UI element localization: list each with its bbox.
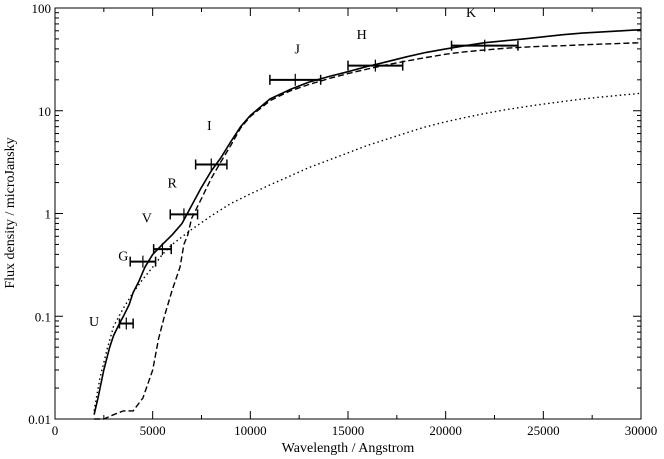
band-label-J: J	[294, 43, 300, 58]
y-tick-label: 1	[45, 207, 52, 222]
photometry-point-V	[152, 243, 172, 256]
band-labels: U G V R I J H K	[89, 6, 476, 330]
series-dotted-line	[93, 92, 642, 412]
series-solid-line	[93, 28, 642, 415]
photometry-point-G	[129, 255, 157, 268]
series-layer	[93, 28, 642, 420]
x-tick-label: 20000	[429, 423, 462, 438]
y-tick-label: 0.1	[35, 309, 51, 324]
photometry-point-R	[169, 208, 199, 221]
photometry-point-K	[450, 39, 519, 52]
photometry-point-J	[269, 73, 322, 86]
y-tick-label: 10	[38, 104, 51, 119]
y-axis-title: Flux density / microJansky	[3, 137, 18, 288]
x-tick-label: 15000	[332, 423, 365, 438]
band-label-V: V	[142, 211, 152, 226]
band-label-R: R	[168, 176, 178, 191]
y-tick-label: 0.01	[28, 412, 51, 427]
series-dashed-line	[94, 42, 642, 420]
error-bars	[118, 39, 519, 330]
band-label-G: G	[118, 249, 128, 264]
band-label-H: H	[357, 28, 367, 43]
photometry-point-H	[347, 59, 404, 72]
ticks: 0 5000 10000 15000 20000 25000 30000 0.01 0.1 1 10…	[28, 1, 657, 438]
photometry-point-I	[194, 158, 228, 171]
x-tick-label: 5000	[140, 423, 166, 438]
x-axis-title: Wavelength / Angstrom	[282, 441, 415, 456]
x-tick-label: 10000	[234, 423, 267, 438]
x-tick-label: 0	[52, 423, 59, 438]
x-tick-label: 30000	[625, 423, 658, 438]
y-tick-label: 100	[32, 1, 52, 16]
photometry-point-U	[118, 317, 134, 330]
band-label-K: K	[466, 6, 476, 21]
x-tick-label: 25000	[527, 423, 560, 438]
band-label-I: I	[207, 119, 212, 134]
band-label-U: U	[89, 315, 99, 330]
